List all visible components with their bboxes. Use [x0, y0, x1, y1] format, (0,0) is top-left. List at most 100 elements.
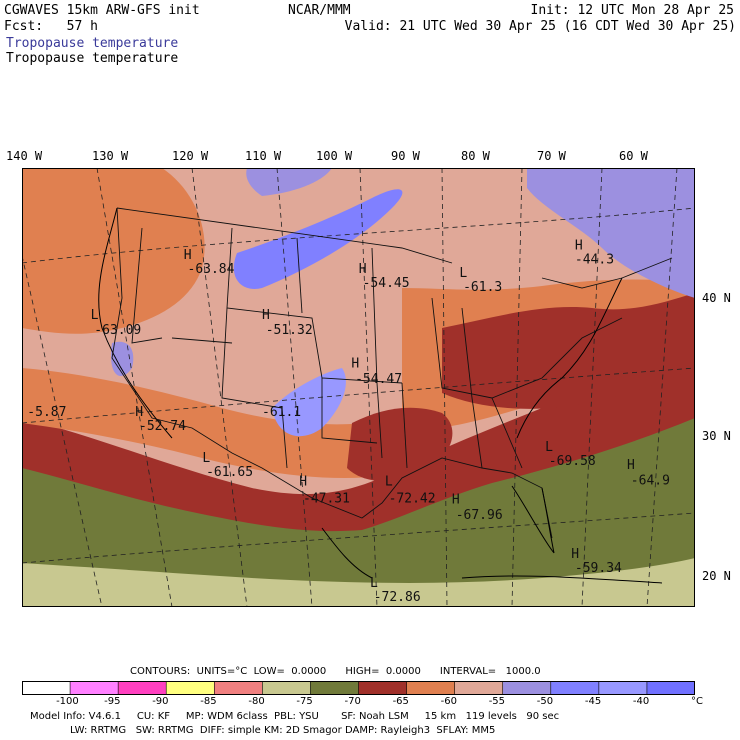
- lon-label-80w: 80 W: [461, 149, 490, 163]
- color-bin: [165, 681, 216, 695]
- map-labels: H-63.84 H-54.45L-61.3H-44.3L-63.09H-51.32…: [27, 238, 670, 605]
- lon-label-120w: 120 W: [172, 149, 209, 163]
- field-orange-west: [22, 168, 205, 334]
- field-blue-cap: [246, 168, 332, 196]
- borders: [111, 207, 673, 539]
- value-label: -59.34: [575, 561, 622, 576]
- lat-label-20n: 20 N: [702, 569, 731, 583]
- color-bin: [22, 681, 71, 695]
- field-blue-west: [111, 341, 134, 376]
- value-label: -64.9: [631, 473, 670, 488]
- value-label: -61.3: [463, 280, 502, 295]
- high-marker: H: [262, 308, 270, 323]
- color-bar-tick: -80: [248, 696, 265, 707]
- color-bin: [454, 681, 504, 695]
- value-label: -72.86: [374, 590, 421, 605]
- low-marker: L: [545, 440, 553, 455]
- color-bar-tick: -100: [56, 696, 79, 707]
- contours-info: CONTOURS: UNITS=°C LOW= 0.0000 HIGH= 0.0…: [130, 666, 541, 677]
- value-label: -69.58: [549, 454, 596, 469]
- forecast-hour: Fcst: 57 h: [4, 19, 98, 34]
- low-marker: L: [202, 451, 210, 466]
- color-bar-tick: -85: [200, 696, 217, 707]
- color-bar-tick: -70: [344, 696, 361, 707]
- color-bin: [598, 681, 648, 695]
- value-label: -61.65: [206, 465, 253, 480]
- value-label: -67.96: [456, 508, 503, 523]
- value-label: -5.87: [27, 405, 66, 420]
- low-marker: L: [385, 475, 393, 490]
- color-bar-tick: -65: [392, 696, 409, 707]
- lon-label-100w: 100 W: [316, 149, 353, 163]
- color-bar-tick: -95: [104, 696, 121, 707]
- field-darkred-gulf: [347, 407, 453, 482]
- lon-label-60w: 60 W: [619, 149, 648, 163]
- low-marker: L: [459, 266, 467, 281]
- color-bin: [262, 681, 312, 695]
- lat-label-30n: 30 N: [702, 429, 731, 443]
- high-marker: H: [452, 493, 460, 508]
- model-info-line2: LW: RRTMG SW: RRTMG DIFF: simple KM: 2D …: [70, 725, 496, 736]
- high-marker: H: [184, 248, 192, 263]
- field-title-2: Tropopause temperature: [6, 51, 179, 66]
- high-marker: H: [351, 357, 359, 372]
- value-label: -52.74: [139, 419, 186, 434]
- high-marker: H: [627, 458, 635, 473]
- high-marker: H: [299, 475, 307, 490]
- value-label: -54.47: [355, 372, 402, 387]
- map-frame: [22, 168, 695, 607]
- color-bin: [646, 681, 695, 695]
- color-bar-tick: -45: [584, 696, 602, 707]
- lon-label-70w: 70 W: [537, 149, 566, 163]
- model-title: CGWAVES 15km ARW-GFS init: [4, 3, 200, 18]
- value-label: -61.1: [262, 405, 301, 420]
- init-time: Init: 12 UTC Mon 28 Apr 25: [530, 3, 735, 18]
- color-bin: [213, 681, 264, 695]
- value-label: -72.42: [389, 491, 436, 506]
- color-bin: [406, 681, 456, 695]
- color-bin: [69, 681, 119, 695]
- lon-label-140w: 140 W: [6, 149, 43, 163]
- graticule: [22, 168, 695, 607]
- value-label: -51.32: [266, 323, 313, 338]
- color-bar-tick: -75: [296, 696, 313, 707]
- color-bar-tick: -40: [632, 696, 650, 707]
- field-band-olive: [22, 418, 695, 607]
- field-title-1: Tropopause temperature: [6, 36, 179, 51]
- field-blue-north: [233, 189, 403, 289]
- lon-label-110w: 110 W: [245, 149, 282, 163]
- field-blue-southwest: [272, 368, 346, 437]
- high-marker: H: [571, 547, 579, 562]
- color-bar-tick: -50: [536, 696, 554, 707]
- field-orange-southwest: [22, 368, 422, 479]
- lon-label-90w: 90 W: [391, 149, 420, 163]
- colorbar-unit: °C: [691, 696, 703, 707]
- lon-label-130w: 130 W: [92, 149, 129, 163]
- color-bin: [550, 681, 600, 695]
- high-marker: H: [135, 405, 143, 420]
- high-marker: H: [359, 262, 367, 277]
- value-label: -54.45: [363, 276, 410, 291]
- color-bin: [502, 681, 552, 695]
- value-label: -47.31: [303, 491, 350, 506]
- color-bar-tick: -90: [152, 696, 169, 707]
- coastlines: [98, 207, 663, 584]
- low-marker: L: [91, 308, 99, 323]
- lat-label-40n: 40 N: [702, 291, 731, 305]
- tropopause-temperature-map: H-63.84 H-54.45L-61.3H-44.3L-63.09H-51.32…: [22, 168, 695, 607]
- color-bar-tick: -60: [440, 696, 457, 707]
- color-bin: [310, 681, 360, 695]
- value-label: -63.84: [188, 262, 235, 277]
- high-marker: H: [575, 238, 583, 253]
- color-bin: [117, 681, 168, 695]
- valid-time: Valid: 21 UTC Wed 30 Apr 25 (16 CDT Wed …: [344, 19, 736, 34]
- value-label: -63.09: [94, 323, 141, 338]
- color-bin: [358, 681, 408, 695]
- color-bar-tick: -55: [488, 696, 506, 707]
- value-label: -44.3: [575, 252, 614, 267]
- color-bar: [22, 681, 695, 695]
- low-marker: L: [370, 576, 378, 591]
- field-band-tan: [22, 558, 695, 607]
- model-info-line1: Model Info: V4.6.1 CU: KF MP: WDM 6class…: [30, 711, 560, 722]
- center-name: NCAR/MMM: [288, 3, 351, 18]
